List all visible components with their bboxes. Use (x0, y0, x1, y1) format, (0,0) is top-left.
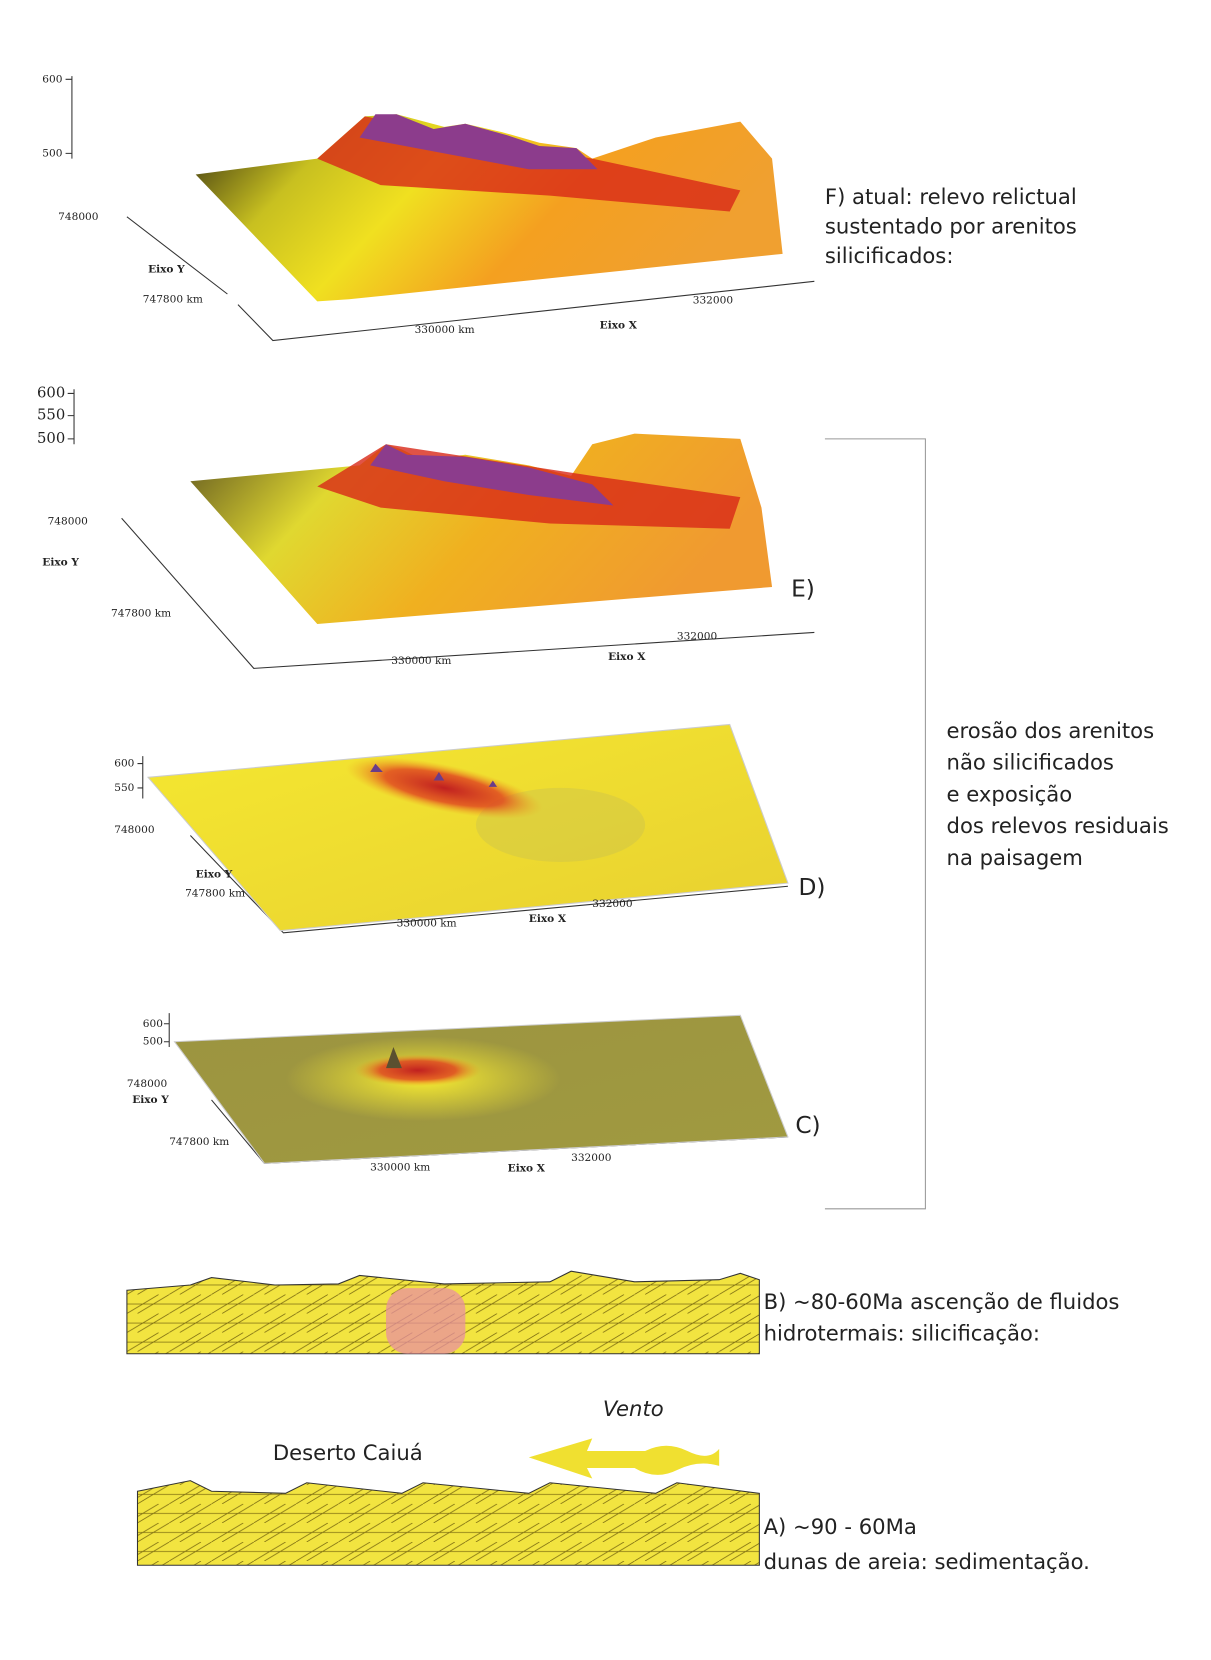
x-tick: 330000 km (397, 917, 457, 929)
axis-label: Eixo X (600, 320, 638, 332)
panel-label: D) (798, 874, 825, 901)
wind-label: Vento (603, 1396, 664, 1421)
terrain (148, 724, 788, 930)
x-tick: 330000 km (415, 324, 475, 336)
panel-d: 600 550 748000 Eixo Y 747800 km 330000 k… (114, 724, 825, 932)
place-label: Deserto Caiuá (273, 1440, 423, 1465)
silicification-zone (386, 1288, 465, 1354)
x-tick: 332000 (693, 294, 734, 306)
panel-c: 600 500 748000 Eixo Y 747800 km 330000 k… (127, 1013, 821, 1174)
panel-label: C) (795, 1112, 820, 1139)
caption: não silicificados (947, 750, 1114, 775)
y-tick: 748000 (127, 1078, 168, 1090)
caption: na paisagem (947, 845, 1083, 870)
caption: F) atual: relevo relictual (825, 184, 1077, 209)
caption: dunas de areia: sedimentação. (764, 1549, 1090, 1574)
z-tick: 500 (37, 430, 65, 447)
y-tick: 747800 km (143, 293, 203, 305)
y-tick: 748000 (48, 515, 89, 527)
x-tick: 330000 km (391, 655, 451, 667)
x-tick: 332000 (571, 1152, 612, 1164)
caption: dos relevos residuais (947, 813, 1169, 838)
caption: erosão dos arenitos (947, 718, 1155, 743)
z-tick: 500 (42, 147, 62, 159)
caption: silicificados: (825, 243, 954, 268)
caption: B) ~80-60Ma ascenção de fluidos (764, 1289, 1120, 1314)
caption: A) ~90 - 60Ma (764, 1514, 917, 1539)
x-tick: 332000 (592, 898, 633, 910)
panel-e: 600 550 500 748000 Eixo Y 747800 km 3300… (37, 384, 815, 668)
y-tick: 747800 km (185, 888, 245, 900)
axis-label: Eixo Y (132, 1094, 169, 1106)
content: 600 500 748000 Eixo Y 747800 km 330000 k… (37, 73, 1169, 1574)
y-tick: 747800 km (169, 1136, 229, 1148)
x-tick: 330000 km (370, 1162, 430, 1174)
caption: sustentado por arenitos (825, 213, 1077, 238)
z-tick: 600 (143, 1018, 163, 1030)
z-tick: 550 (114, 782, 134, 794)
cross-section (137, 1481, 759, 1566)
caption: e exposição (947, 781, 1073, 806)
stage-a: Vento Deserto Caiuá A) ~90 - 60Ma dunas … (137, 1396, 1089, 1574)
relief (354, 1054, 481, 1086)
axis-label: Eixo Y (42, 557, 79, 569)
stage-b: B) ~80-60Ma ascenção de fluidos hidroter… (127, 1271, 1120, 1353)
y-tick: 748000 (58, 211, 99, 223)
panel-label: E) (791, 576, 815, 603)
axis-label: Eixo X (529, 913, 567, 925)
z-tick: 500 (143, 1036, 163, 1048)
bracket (825, 439, 925, 1209)
axis-label: Eixo X (508, 1163, 546, 1175)
y-tick: 748000 (114, 824, 155, 836)
y-tick: 747800 km (111, 607, 171, 619)
x-tick: 332000 (677, 631, 718, 643)
z-tick: 600 (114, 758, 134, 770)
axis-label: Eixo Y (148, 264, 185, 276)
z-tick: 600 (37, 384, 65, 401)
z-tick: 600 (42, 73, 62, 85)
panel-f: 600 500 748000 Eixo Y 747800 km 330000 k… (42, 73, 1077, 340)
axis-label: Eixo Y (196, 869, 233, 881)
axis-label: Eixo X (608, 651, 646, 663)
figure: 600 500 748000 Eixo Y 747800 km 330000 k… (0, 0, 1211, 1660)
caption: hidrotermais: silicificação: (764, 1321, 1040, 1346)
wind-arrow (529, 1438, 719, 1478)
z-tick: 550 (37, 407, 65, 424)
